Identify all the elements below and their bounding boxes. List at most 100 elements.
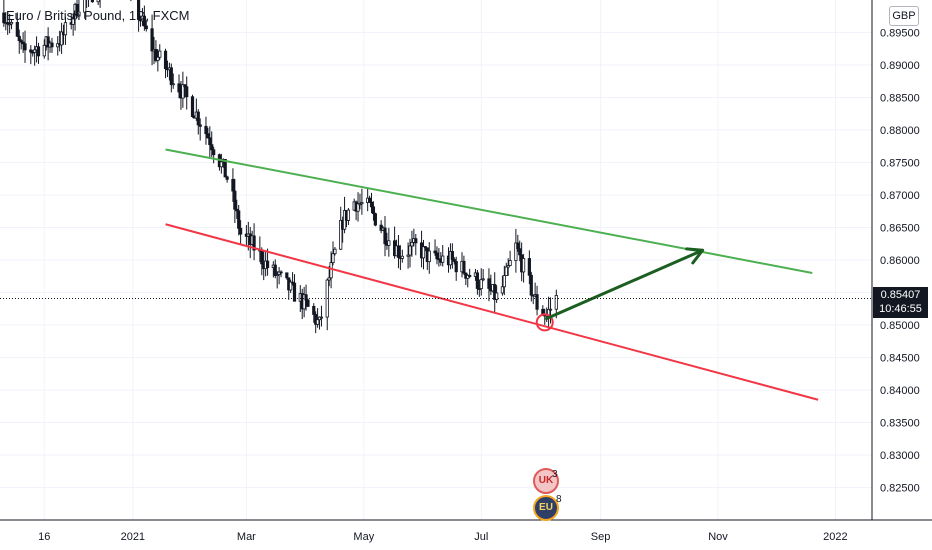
candle-body (327, 277, 331, 281)
candle-body (171, 83, 175, 86)
candle-body (479, 279, 483, 290)
candle-body (36, 46, 41, 57)
uk-flag-icon[interactable]: UK (533, 468, 559, 494)
eu-flag-icon[interactable]: EU (533, 495, 559, 521)
highlight-circle (535, 313, 554, 332)
candle-body (504, 266, 508, 276)
time-tick-label: 16 (38, 531, 50, 543)
candle-body (346, 209, 351, 221)
candle-body (17, 35, 21, 42)
time-tick-label: May (353, 531, 374, 543)
time-tick-label: 2022 (823, 531, 847, 543)
candle-body (521, 258, 526, 273)
time-tick-label: Mar (237, 531, 256, 543)
candle-body (142, 15, 146, 27)
time-tick-label: Jul (474, 531, 488, 543)
candle-body (514, 242, 518, 261)
candle-body (481, 278, 485, 281)
candle-body (233, 190, 237, 210)
candle-body (46, 36, 50, 48)
candle-body (333, 248, 337, 255)
time-tick-label: 2021 (121, 531, 145, 543)
price-tick-label: 0.87000 (880, 190, 920, 202)
candle-body (196, 111, 200, 126)
last-price-value: 0.85407 (880, 289, 921, 301)
candle-body (223, 158, 227, 178)
candle-body (235, 208, 239, 212)
candle-body (441, 255, 445, 263)
bar-countdown: 10:46:55 (879, 303, 922, 315)
projection-arrow-head (685, 247, 705, 265)
candle-body (185, 86, 189, 98)
candle-body (42, 44, 46, 57)
candle-body (535, 294, 539, 310)
candle-body (90, 0, 94, 3)
candle-body (279, 271, 283, 274)
candle-body (383, 227, 387, 245)
price-tick-label: 0.82500 (880, 483, 920, 495)
candle-body (63, 22, 68, 36)
candle-body (260, 250, 264, 265)
candle-body (493, 284, 497, 300)
candle-body (319, 316, 324, 319)
candle-body (500, 286, 505, 294)
currency-badge[interactable]: GBP (889, 6, 919, 26)
candle-body (156, 56, 160, 61)
candle-body (177, 83, 181, 93)
price-tick-label: 0.89000 (880, 60, 920, 72)
candle-body (285, 272, 289, 279)
candle-body (367, 197, 372, 203)
candle-body (71, 18, 75, 25)
candle-body (468, 275, 472, 277)
candle-body (183, 84, 187, 88)
candle-body (387, 240, 391, 246)
candle-body (273, 264, 277, 276)
candle-body (190, 96, 195, 117)
candle-body (518, 248, 522, 256)
candle-body (154, 49, 158, 61)
candle-body (212, 149, 216, 156)
event-count: 3 (552, 469, 558, 480)
candle-body (450, 251, 454, 260)
candle-body (144, 25, 148, 30)
candle-body (19, 40, 23, 43)
candle-body (423, 246, 428, 249)
candle-body (529, 274, 533, 296)
candle-body (2, 12, 6, 24)
candle-body (265, 260, 270, 269)
candlestick-series (2, 0, 558, 334)
candle-body (414, 238, 418, 244)
candle-body (225, 176, 229, 180)
candle-body (304, 294, 308, 301)
candle-body (406, 254, 410, 257)
candle-body (77, 11, 81, 17)
candle-body (9, 22, 14, 25)
candle-body (289, 281, 293, 291)
candle-body (163, 50, 168, 70)
candle-body (290, 281, 295, 284)
candle-body (312, 305, 316, 315)
candle-body (462, 260, 466, 274)
candle-body (371, 206, 376, 215)
price-tick-label: 0.86000 (880, 255, 920, 267)
candle-body (29, 49, 33, 53)
candle-body (6, 22, 10, 25)
candle-body (150, 28, 154, 52)
time-axis[interactable]: 16 2021 Mar May Jul Sep Nov 2022 (38, 531, 848, 543)
candle-body (396, 245, 401, 258)
candle-body (198, 124, 202, 127)
candle-body (59, 31, 64, 46)
candle-body (408, 245, 412, 256)
candle-body (452, 259, 456, 262)
price-tick-label: 0.89500 (880, 28, 920, 40)
candle-body (204, 125, 208, 135)
price-axis[interactable]: 0.82500 0.83000 0.83500 0.84000 0.84500 0.850… (880, 28, 920, 495)
event-count: 8 (556, 494, 562, 505)
candle-body (237, 210, 241, 229)
candle-body (275, 274, 279, 276)
price-tick-label: 0.86500 (880, 223, 920, 235)
candle-body (427, 250, 431, 263)
candle-body (206, 133, 210, 139)
candle-body (8, 23, 12, 26)
